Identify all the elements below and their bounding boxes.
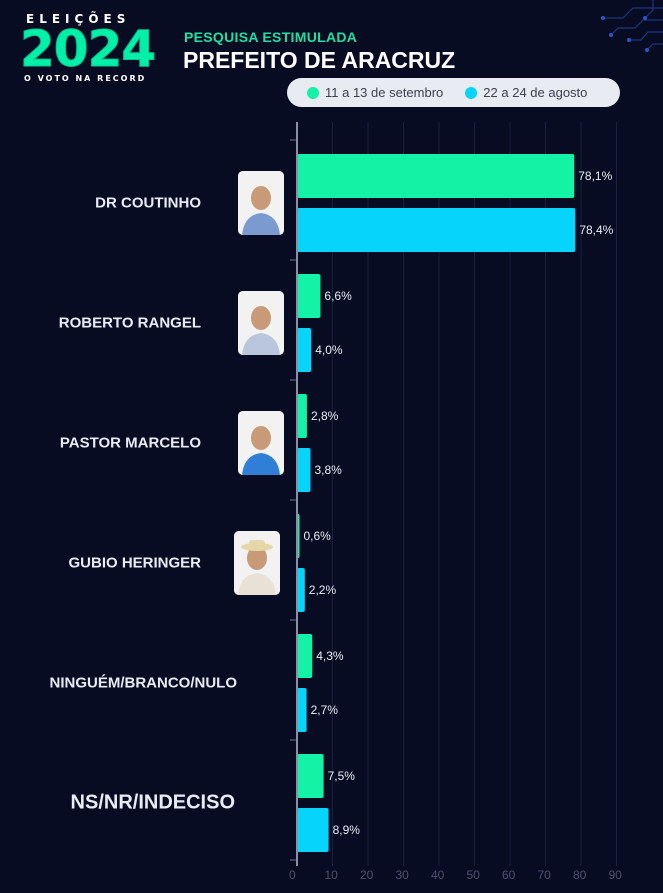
person-icon <box>238 171 284 235</box>
x-tick-label: 30 <box>396 868 410 882</box>
legend-dot-series2 <box>465 86 478 99</box>
chart-title: PREFEITO DE ARACRUZ <box>183 47 456 73</box>
data-label: 4,0% <box>315 343 343 357</box>
bar-series2 <box>297 208 576 252</box>
data-label: 7,5% <box>328 769 356 783</box>
elections-logo: ELEIÇÕES 2024 O VOTO NA RECORD <box>19 12 170 87</box>
data-label: 4,3% <box>316 649 344 663</box>
x-tick-label: 10 <box>325 868 339 882</box>
x-tick-label: 50 <box>467 868 481 882</box>
category-label: DR COUTINHO <box>95 194 201 212</box>
bar-series1 <box>297 394 307 438</box>
category-label: ROBERTO RANGEL <box>58 314 201 332</box>
circuit-decoration-icon <box>601 0 663 52</box>
bar-series1 <box>297 634 313 678</box>
x-tick-label: 0 <box>289 868 296 882</box>
x-tick-label: 80 <box>573 868 587 882</box>
bar-series2 <box>297 568 305 612</box>
legend-label-series1: 11 a 13 de setembro <box>325 85 444 100</box>
x-tick-label: 40 <box>431 868 445 882</box>
legend-label-series2: 22 a 24 de agosto <box>483 85 588 100</box>
bar-series1 <box>297 274 321 318</box>
x-tick-label: 90 <box>609 868 623 882</box>
candidate-photo <box>238 171 284 235</box>
category-label: PASTOR MARCELO <box>59 434 201 452</box>
data-label: 8,9% <box>333 823 361 837</box>
data-label: 3,8% <box>314 463 342 477</box>
person-icon <box>234 531 280 595</box>
data-label: 6,6% <box>324 289 352 303</box>
category-label: NS/NR/INDECISO <box>70 791 235 814</box>
legend-item-series2: 22 a 24 de agosto <box>465 85 587 100</box>
x-tick-label: 60 <box>502 868 516 882</box>
data-label: 2,2% <box>309 583 337 597</box>
data-label: 0,6% <box>304 529 332 543</box>
logo-top-text: ELEIÇÕES <box>26 12 131 26</box>
data-label: 78,1% <box>578 169 612 183</box>
bar-series2 <box>297 808 329 852</box>
x-tick-label: 70 <box>538 868 552 882</box>
category-label: NINGUÉM/BRANCO/NULO <box>49 674 238 692</box>
data-label: 78,4% <box>579 223 613 237</box>
candidate-photo <box>238 291 284 355</box>
person-icon <box>238 291 284 355</box>
legend-item-series1: 11 a 13 de setembro <box>307 85 443 100</box>
bar-series1 <box>297 754 324 798</box>
bar-series2 <box>297 688 307 732</box>
bar-series1 <box>297 154 575 198</box>
person-icon <box>238 411 284 475</box>
logo-year: 2024 <box>19 20 156 78</box>
data-label: 2,8% <box>311 409 339 423</box>
bar-series2 <box>297 328 312 372</box>
x-tick-label: 20 <box>360 868 374 882</box>
candidate-photo <box>238 411 284 475</box>
candidate-photo <box>234 531 280 595</box>
logo-sub-text: O VOTO NA RECORD <box>24 74 147 83</box>
category-label: GUBIO HERINGER <box>68 554 201 572</box>
chart-subtitle: PESQUISA ESTIMULADA <box>184 29 358 45</box>
legend: 11 a 13 de setembro 22 a 24 de agosto <box>287 78 620 107</box>
bar-series2 <box>297 448 311 492</box>
data-label: 2,7% <box>311 703 339 717</box>
legend-dot-series1 <box>307 86 319 99</box>
